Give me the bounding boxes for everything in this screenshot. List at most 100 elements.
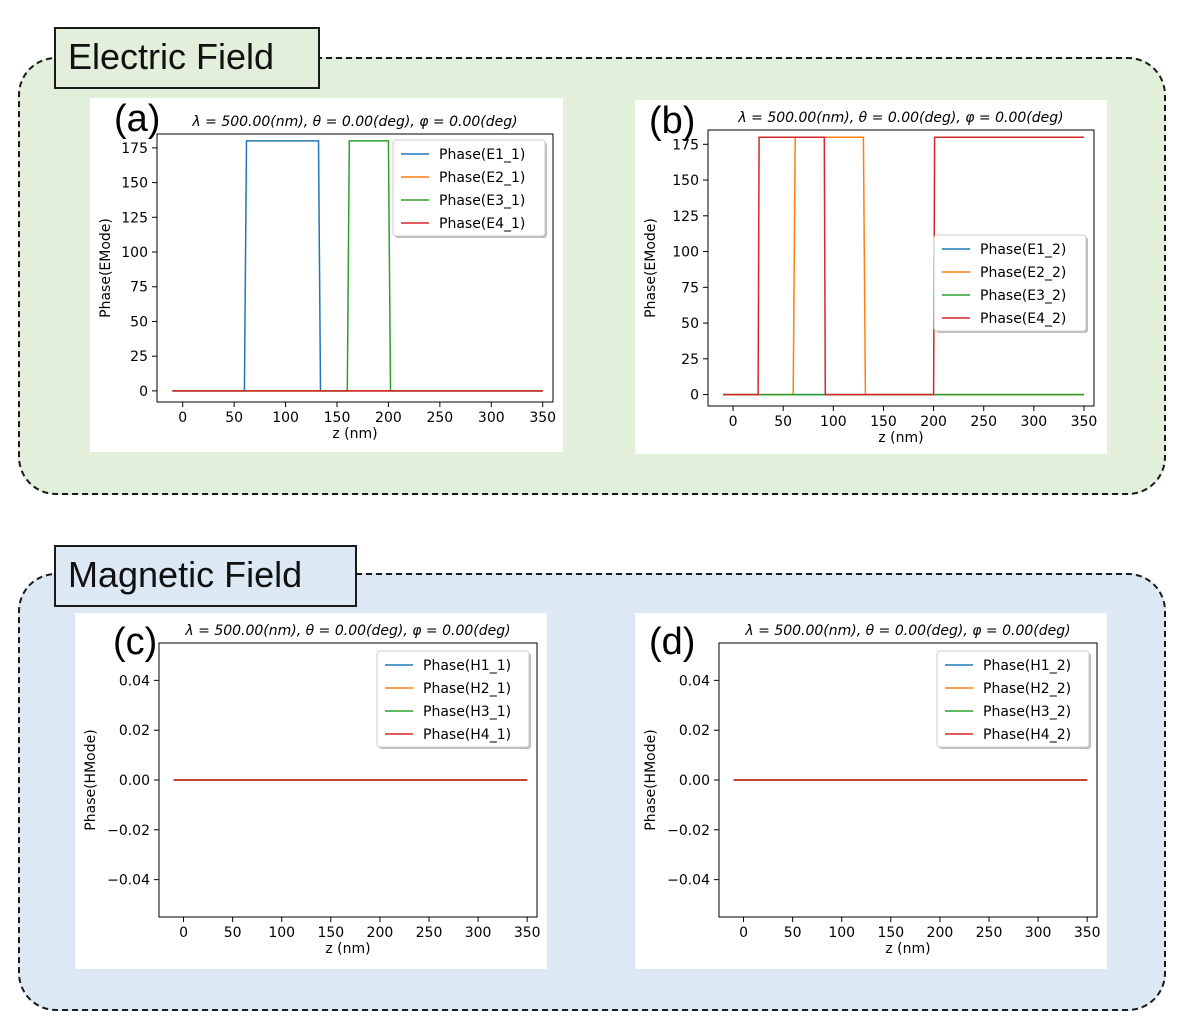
chart-title: λ = 500.00(nm), θ = 0.00(deg), φ = 0.00(… [191,114,517,130]
legend-box [936,650,1090,748]
legend-label-1: Phase(E1_1) [439,147,525,163]
x-tick-label: 350 [1071,414,1098,430]
legend-box [376,650,530,748]
x-tick-label: 0 [178,410,187,426]
legend-label-4: Phase(E4_1) [439,216,525,232]
panel-c-label: (c) [113,621,158,663]
x-tick-label: 50 [225,410,243,426]
x-tick-label: 250 [970,414,997,430]
legend-label-1: Phase(H1_2) [983,658,1071,674]
y-axis-label: Phase(HMode) [83,729,99,830]
x-tick-label: 0 [179,925,188,941]
y-tick-label: 175 [121,141,148,157]
y-axis-label: Phase(EMode) [643,218,659,318]
y-tick-label: 50 [681,316,699,332]
y-tick-label: 150 [672,173,699,189]
x-axis-label: z (nm) [332,426,377,442]
y-tick-label: 0.04 [679,673,710,689]
panel-a: λ = 500.00(nm), θ = 0.00(deg), φ = 0.00(… [90,98,563,452]
x-tick-label: 250 [426,410,453,426]
y-tick-label: 175 [672,137,699,153]
y-tick-label: 0.04 [119,673,150,689]
y-tick-label: −0.02 [667,823,710,839]
x-tick-label: 350 [1074,925,1101,941]
legend-label-2: Phase(H2_1) [423,681,511,697]
y-axis-label: Phase(HMode) [643,729,659,830]
y-tick-label: 25 [681,352,699,368]
x-tick-label: 100 [820,414,847,430]
x-tick-label: 100 [272,410,299,426]
x-tick-label: 250 [416,925,443,941]
x-tick-label: 350 [529,410,556,426]
x-tick-label: 150 [877,925,904,941]
panel-c: λ = 500.00(nm), θ = 0.00(deg), φ = 0.00(… [75,613,547,969]
x-tick-label: 200 [367,925,394,941]
y-tick-label: 0.02 [679,723,710,739]
y-tick-label: 75 [681,280,699,296]
y-tick-label: 125 [121,210,148,226]
x-tick-label: 100 [268,925,295,941]
x-tick-label: 200 [375,410,402,426]
panel-a-label: (a) [114,98,161,140]
x-axis-label: z (nm) [878,430,923,446]
legend-label-4: Phase(E4_2) [980,311,1066,327]
panel-d: λ = 500.00(nm), θ = 0.00(deg), φ = 0.00(… [635,613,1107,969]
chart-c: λ = 500.00(nm), θ = 0.00(deg), φ = 0.00(… [83,623,541,957]
x-tick-label: 200 [927,925,954,941]
x-tick-label: 150 [870,414,897,430]
y-tick-label: 75 [130,280,148,296]
y-tick-label: 0 [690,388,699,404]
x-tick-label: 100 [828,925,855,941]
x-tick-label: 50 [224,925,242,941]
legend-label-4: Phase(H4_1) [423,727,511,743]
y-tick-label: 50 [130,314,148,330]
y-tick-label: 0 [139,384,148,400]
series-line-4 [723,136,1084,396]
y-tick-label: 0.00 [119,773,150,789]
y-tick-label: 0.02 [119,723,150,739]
y-tick-label: 100 [672,245,699,261]
x-tick-label: 350 [514,925,541,941]
x-tick-label: 300 [465,925,492,941]
legend-label-3: Phase(E3_1) [439,193,525,209]
y-tick-label: −0.02 [107,823,150,839]
y-axis-label: Phase(EMode) [98,218,114,318]
y-tick-label: 100 [121,245,148,261]
x-tick-label: 300 [1025,925,1052,941]
plot-frame [156,133,554,403]
legend-label-2: Phase(E2_2) [980,265,1066,281]
chart-title: λ = 500.00(nm), θ = 0.00(deg), φ = 0.00(… [744,623,1070,639]
x-tick-label: 300 [1020,414,1047,430]
chart-a: λ = 500.00(nm), θ = 0.00(deg), φ = 0.00(… [98,114,556,442]
legend-box [392,139,546,237]
magnetic-field-title: Magnetic Field [54,545,357,607]
x-tick-label: 50 [774,414,792,430]
legend-label-3: Phase(E3_2) [980,288,1066,304]
x-axis-label: z (nm) [885,941,930,957]
legend-label-2: Phase(E2_1) [439,170,525,186]
y-tick-label: 125 [672,209,699,225]
x-tick-label: 200 [920,414,947,430]
panel-d-label: (d) [649,621,696,663]
x-axis-label: z (nm) [325,941,370,957]
legend-label-1: Phase(H1_1) [423,658,511,674]
legend-label-3: Phase(H3_1) [423,704,511,720]
legend-box [933,234,1087,332]
chart-d: λ = 500.00(nm), θ = 0.00(deg), φ = 0.00(… [643,623,1101,957]
legend-label-1: Phase(E1_2) [980,242,1066,258]
legend-label-4: Phase(H4_2) [983,727,1071,743]
legend-label-3: Phase(H3_2) [983,704,1071,720]
x-tick-label: 150 [317,925,344,941]
x-tick-label: 250 [976,925,1003,941]
chart-title: λ = 500.00(nm), θ = 0.00(deg), φ = 0.00(… [737,110,1063,126]
chart-b: λ = 500.00(nm), θ = 0.00(deg), φ = 0.00(… [643,110,1098,446]
y-tick-label: 25 [130,349,148,365]
legend-label-2: Phase(H2_2) [983,681,1071,697]
x-tick-label: 300 [478,410,505,426]
x-tick-label: 0 [739,925,748,941]
chart-title: λ = 500.00(nm), θ = 0.00(deg), φ = 0.00(… [184,623,510,639]
y-tick-label: −0.04 [667,873,710,889]
plot-frame [707,129,1095,407]
electric-field-title: Electric Field [54,27,320,89]
panel-b: λ = 500.00(nm), θ = 0.00(deg), φ = 0.00(… [635,100,1107,454]
